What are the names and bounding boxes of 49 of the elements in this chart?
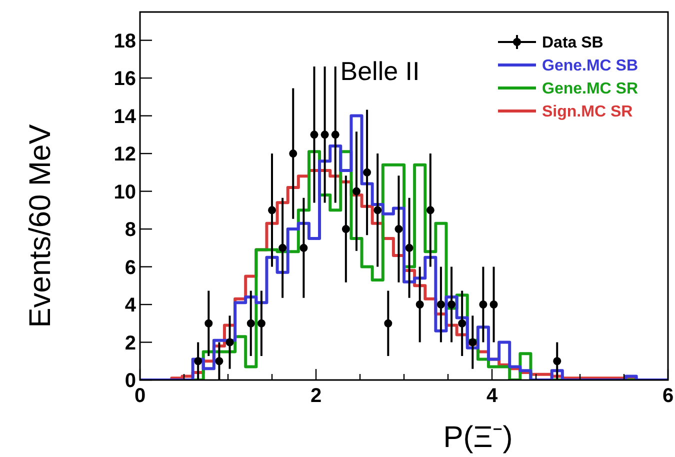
point: [468, 338, 477, 346]
point: [363, 168, 372, 176]
y-tick-label: 8: [124, 219, 136, 242]
point: [490, 300, 498, 309]
point: [226, 338, 234, 346]
point: [310, 130, 318, 139]
point: [405, 244, 414, 252]
y-tick-label: 6: [124, 256, 136, 279]
legend-label: Gene.MC SR: [542, 80, 638, 98]
annotation: Belle II: [340, 56, 420, 86]
point: [194, 357, 202, 366]
point: [204, 319, 213, 328]
legend-label: Data SB: [542, 34, 604, 52]
point: [448, 300, 456, 309]
point: [215, 357, 224, 366]
y-axis-title: Events/60 MeV: [24, 124, 57, 328]
point: [479, 300, 488, 309]
point: [278, 244, 287, 252]
x-tick-label: 2: [310, 385, 322, 407]
y-tick-label: 16: [114, 68, 136, 90]
point: [553, 357, 562, 366]
point: [416, 300, 424, 309]
point: [289, 150, 298, 158]
point: [257, 319, 266, 328]
point: [352, 187, 360, 196]
point: [300, 244, 308, 252]
point: [268, 206, 276, 214]
y-tick-label: 12: [114, 144, 136, 166]
point: [320, 130, 329, 139]
legend-label: Sign.MC SR: [542, 104, 634, 121]
y-tick-label: 2: [124, 332, 136, 354]
y-tick-label: 4: [124, 294, 137, 317]
point: [426, 206, 434, 214]
legend-label: Gene.MC SB: [542, 58, 638, 75]
point: [458, 319, 466, 328]
point: [384, 319, 392, 328]
point: [436, 300, 445, 309]
x-axis-title: P(Ξ⁻): [443, 421, 513, 454]
y-tick-label: 18: [114, 30, 136, 52]
point: [374, 206, 382, 214]
x-tick-label: 6: [662, 385, 674, 407]
point: [246, 319, 255, 328]
point: [394, 225, 403, 234]
point: [342, 225, 350, 234]
y-tick-label: 14: [114, 106, 137, 128]
y-tick-label: 0: [124, 370, 136, 392]
y-tick-label: 10: [114, 181, 136, 204]
x-tick-label: 4: [486, 385, 498, 407]
point: [331, 130, 340, 139]
